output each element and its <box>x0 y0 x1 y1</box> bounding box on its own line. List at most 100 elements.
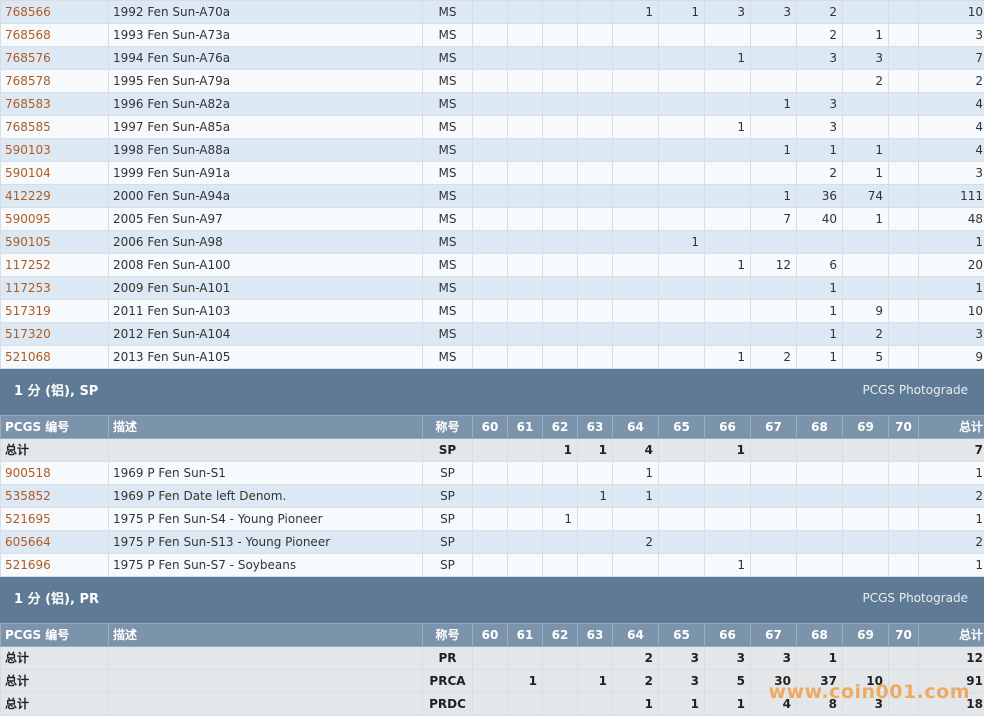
table-row: 535852 1969 P Fen Date left Denom. SP 1 1 2 <box>0 484 984 508</box>
column-header-grade: 67 <box>750 415 797 439</box>
description-cell: 2009 Fen Sun-A101 <box>108 276 423 300</box>
grade-count-cell <box>842 461 889 485</box>
designation-cell: PRCA <box>422 669 473 693</box>
total-cell: 48 <box>918 207 984 231</box>
total-cell: 91 <box>918 669 984 693</box>
grade-count-cell <box>612 322 659 346</box>
grade-count-cell: 2 <box>612 530 659 554</box>
grade-count-cell <box>842 0 889 24</box>
total-cell: 20 <box>918 253 984 277</box>
table-row: 768576 1994 Fen Sun-A76a MS 1 3 3 7 <box>0 46 984 70</box>
grade-count-cell <box>750 69 797 93</box>
grade-count-cell <box>577 276 613 300</box>
grade-count-cell <box>750 507 797 531</box>
grade-count-cell <box>658 184 705 208</box>
pcgs-id-link[interactable]: 768568 <box>5 28 51 42</box>
table-row: 590105 2006 Fen Sun-A98 MS 1 1 <box>0 230 984 254</box>
grade-count-cell <box>472 530 508 554</box>
description-cell: 2011 Fen Sun-A103 <box>108 299 423 323</box>
watermark-logo: www.coin001.com <box>768 681 970 703</box>
grade-count-cell <box>542 484 578 508</box>
table-row: 768578 1995 Fen Sun-A79a MS 2 2 <box>0 69 984 93</box>
pcgs-id-link[interactable]: 117252 <box>5 258 51 272</box>
grade-count-cell: 3 <box>704 0 751 24</box>
grade-count-cell <box>472 692 508 716</box>
photograde-link-sp[interactable]: PCGS Photograde <box>862 383 968 397</box>
column-header-description: 描述 <box>108 623 423 647</box>
column-header-grade: 60 <box>472 415 508 439</box>
grade-count-cell <box>542 669 578 693</box>
grade-count-cell <box>472 669 508 693</box>
total-cell: 3 <box>918 161 984 185</box>
pcgs-id-link[interactable]: 768583 <box>5 97 51 111</box>
pcgs-id-link[interactable]: 768576 <box>5 51 51 65</box>
grade-count-cell: 3 <box>750 0 797 24</box>
grade-count-cell: 3 <box>658 646 705 670</box>
pcgs-id-link[interactable]: 517320 <box>5 327 51 341</box>
pcgs-id-link[interactable]: 517319 <box>5 304 51 318</box>
grade-count-cell: 3 <box>796 92 843 116</box>
total-cell: 1 <box>918 461 984 485</box>
grade-count-cell: 7 <box>750 207 797 231</box>
grade-count-cell <box>612 138 659 162</box>
table-row: 517320 2012 Fen Sun-A104 MS 1 2 3 <box>0 322 984 346</box>
grade-count-cell <box>750 484 797 508</box>
pcgs-id-cell: 590103 <box>0 138 109 162</box>
grade-count-cell <box>612 115 659 139</box>
grade-count-cell <box>472 322 508 346</box>
pcgs-id-link[interactable]: 900518 <box>5 466 51 480</box>
pcgs-id-link[interactable]: 590105 <box>5 235 51 249</box>
pcgs-id-link[interactable]: 590104 <box>5 166 51 180</box>
grade-count-cell <box>472 345 508 369</box>
pcgs-id-link[interactable]: 521696 <box>5 558 51 572</box>
designation-cell: MS <box>422 161 473 185</box>
pcgs-id-link[interactable]: 412229 <box>5 189 51 203</box>
pr-population-table: PCGS 编号 描述 称号 60 61 62 63 64 65 66 67 68 69 70 总计 总计 PR 2… <box>0 623 984 716</box>
grade-count-cell <box>750 23 797 47</box>
column-header-grade: 68 <box>796 623 843 647</box>
table-row: 117252 2008 Fen Sun-A100 MS 1 12 6 20 <box>0 253 984 277</box>
grade-count-cell <box>542 345 578 369</box>
column-header-designation: 称号 <box>422 623 473 647</box>
pcgs-id-link[interactable]: 768585 <box>5 120 51 134</box>
pcgs-id-link[interactable]: 535852 <box>5 489 51 503</box>
column-header-grade: 69 <box>842 623 889 647</box>
grade-count-cell: 74 <box>842 184 889 208</box>
designation-cell: MS <box>422 0 473 24</box>
pcgs-id-link[interactable]: 590103 <box>5 143 51 157</box>
grade-count-cell <box>472 461 508 485</box>
grade-count-cell <box>577 0 613 24</box>
grade-count-cell <box>612 23 659 47</box>
pcgs-id-link[interactable]: 768578 <box>5 74 51 88</box>
pcgs-id-link[interactable]: 768566 <box>5 5 51 19</box>
pcgs-id-link[interactable]: 521695 <box>5 512 51 526</box>
grade-count-cell <box>542 646 578 670</box>
pcgs-id-link[interactable]: 605664 <box>5 535 51 549</box>
column-header-grade: 66 <box>704 415 751 439</box>
pr-table-container: PCGS 编号 描述 称号 60 61 62 63 64 65 66 67 68 69 70 总计 总计 PR 2… <box>0 623 984 716</box>
grade-count-cell <box>888 138 919 162</box>
ms-table-container: 768566 1992 Fen Sun-A70a MS 1 1 3 3 2 10 768568 19… <box>0 0 984 369</box>
designation-cell: SP <box>422 438 473 462</box>
total-cell: 7 <box>918 438 984 462</box>
grade-count-cell <box>507 530 543 554</box>
pcgs-id-link[interactable]: 117253 <box>5 281 51 295</box>
grade-count-cell <box>796 507 843 531</box>
photograde-link-pr[interactable]: PCGS Photograde <box>862 591 968 605</box>
designation-cell: MS <box>422 345 473 369</box>
grade-count-cell <box>507 46 543 70</box>
pcgs-id-link[interactable]: 590095 <box>5 212 51 226</box>
total-cell: 4 <box>918 92 984 116</box>
total-cell: 7 <box>918 46 984 70</box>
grade-count-cell <box>888 553 919 577</box>
pcgs-id-link[interactable]: 521068 <box>5 350 51 364</box>
table-row: 521696 1975 P Fen Sun-S7 - Soybeans SP 1 1 <box>0 553 984 577</box>
description-cell: 2013 Fen Sun-A105 <box>108 345 423 369</box>
grade-count-cell <box>704 230 751 254</box>
grade-count-cell: 37 <box>796 669 843 693</box>
grade-count-cell <box>704 461 751 485</box>
grade-count-cell <box>472 299 508 323</box>
description-cell: 2006 Fen Sun-A98 <box>108 230 423 254</box>
grade-count-cell: 1 <box>542 438 578 462</box>
grade-count-cell <box>704 69 751 93</box>
